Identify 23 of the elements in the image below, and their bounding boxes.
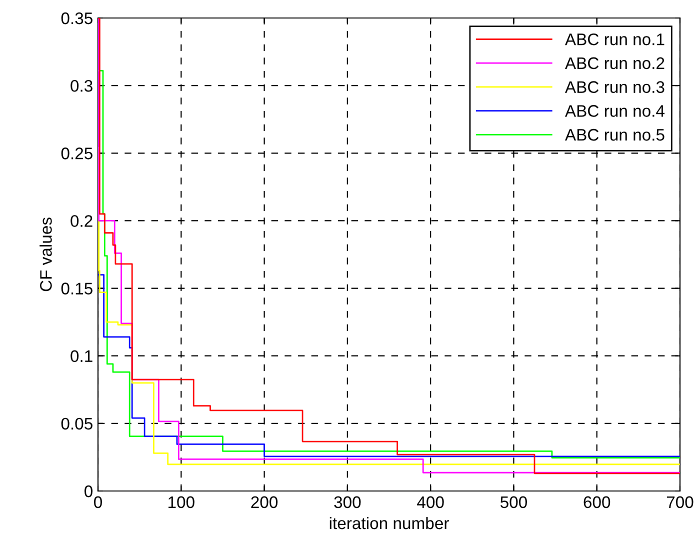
y-tick-label: 0.05 xyxy=(61,418,92,430)
legend-label: ABC run no.2 xyxy=(564,57,664,70)
x-tick-label: 500 xyxy=(500,496,527,508)
y-tick-label: 0.2 xyxy=(70,215,92,227)
legend-label: ABC run no.4 xyxy=(564,105,665,117)
y-tick-label: 0.1 xyxy=(70,350,92,362)
y-tick-label: 0.3 xyxy=(70,80,92,92)
y-tick-label: 0.25 xyxy=(61,148,92,160)
x-tick-label: 300 xyxy=(334,496,361,508)
x-tick-label: 100 xyxy=(168,496,194,508)
y-tick-label: 0.15 xyxy=(61,282,92,294)
x-tick-label: 400 xyxy=(417,496,444,508)
legend-label: ABC run no.3 xyxy=(564,81,664,93)
x-tick-label: 200 xyxy=(251,496,278,508)
x-tick-label: 600 xyxy=(584,496,610,508)
legend-label: ABC run no.5 xyxy=(564,128,664,141)
x-axis-title: iteration number xyxy=(330,516,449,530)
x-tick-label: 700 xyxy=(666,496,694,508)
y-axis-title: CF values xyxy=(40,218,52,292)
y-tick-label: 0 xyxy=(84,485,92,498)
y-tick-label: 0.35 xyxy=(61,12,92,24)
x-tick-label: 0 xyxy=(94,496,102,508)
legend-label: ABC run no.1 xyxy=(564,33,664,46)
